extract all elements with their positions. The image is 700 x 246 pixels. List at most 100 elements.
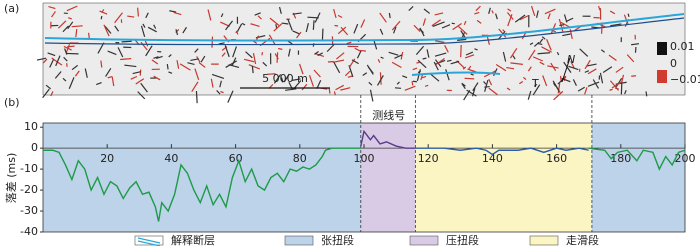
map-stroke [527,66,532,72]
map-stroke [519,15,529,21]
map-stroke [243,58,255,63]
map-stroke [71,25,83,28]
map-stroke [441,24,451,29]
map-stroke [624,89,627,95]
map-stroke [99,10,108,15]
map-stroke [166,63,169,70]
map-stroke [493,68,498,77]
map-stroke [532,84,541,96]
map-stroke [49,59,55,68]
map-stroke [627,13,630,17]
map-stroke [104,25,112,34]
map-stroke [422,57,427,60]
x-tick-label: 120 [418,152,439,165]
map-stroke [317,52,324,57]
map-stroke [360,19,366,28]
map-stroke [220,90,224,94]
map-stroke [495,13,498,20]
map-stroke [377,59,381,63]
map-stroke [281,22,289,25]
map-stroke [402,75,408,79]
map-stroke [391,20,401,31]
map-stroke [533,41,540,47]
map-stroke [434,52,447,57]
map-stroke [210,78,214,88]
map-stroke [100,15,103,20]
legend-label: 解释断层 [171,233,215,246]
map-stroke [273,74,282,84]
map-stroke [232,46,238,58]
map-stroke [147,26,157,33]
map-stroke [547,65,559,69]
map-stroke [476,19,482,24]
y-tick-label: -30 [20,204,38,217]
map-stroke [560,21,571,28]
map-stroke [347,75,353,78]
map-stroke [153,75,161,81]
map-stroke [155,55,163,60]
map-stroke [55,55,61,67]
map-stroke [71,64,79,71]
map-stroke [523,76,527,81]
map-stroke [305,23,310,33]
map-stroke [298,63,304,75]
map-stroke [488,78,493,86]
y-tick-label: 0 [31,141,38,154]
map-stroke [463,20,467,26]
map-stroke [251,65,254,74]
map-stroke [356,49,362,59]
map-stroke [328,88,331,94]
map-stroke [54,71,62,79]
map-stroke [541,46,552,53]
map-stroke [530,5,536,17]
map-stroke [105,67,112,77]
colorbar-bottom [657,70,667,83]
map-stroke [446,59,452,62]
map-stroke [415,45,425,56]
map-stroke [470,73,474,76]
map-stroke [527,90,532,100]
map-stroke [484,85,490,88]
map-stroke [140,82,148,93]
map-stroke [252,52,257,65]
map-stroke [314,51,319,55]
map-stroke [483,81,487,85]
map-stroke [221,52,226,57]
map-stroke [139,69,142,76]
map-stroke [457,38,467,41]
map-stroke [553,90,564,101]
map-stroke [224,45,230,58]
map-stroke [67,45,75,48]
map-stroke [337,14,343,19]
map-stroke [542,75,548,87]
fault-line [411,71,501,76]
map-stroke [631,75,637,77]
map-stroke [211,73,225,80]
map-stroke [609,80,620,91]
map-stroke [312,20,315,30]
map-stroke [269,17,280,26]
map-stroke [484,79,489,92]
map-stroke [351,59,359,65]
map-stroke [419,28,424,34]
map-stroke [422,18,426,26]
chart: 20 40 60 80 100 120 140 160 180 200100-10-20-30-4… [20,95,696,246]
map-stroke [610,23,622,27]
map-stroke [547,13,551,20]
x-tick-label: 40 [164,152,178,165]
map-stroke [519,80,524,85]
map-stroke [546,39,552,51]
map-stroke [553,82,557,87]
map-stroke [533,83,538,87]
map-stroke [190,58,199,62]
map-stroke [145,45,153,57]
map-stroke [373,40,378,50]
map-stroke [423,8,431,14]
map-stroke [216,90,221,95]
map-stroke [168,71,173,74]
map-stroke [645,91,648,97]
map-stroke [608,54,617,61]
map-stroke [557,83,561,94]
map-stroke [333,8,337,19]
map-stroke [532,56,544,62]
